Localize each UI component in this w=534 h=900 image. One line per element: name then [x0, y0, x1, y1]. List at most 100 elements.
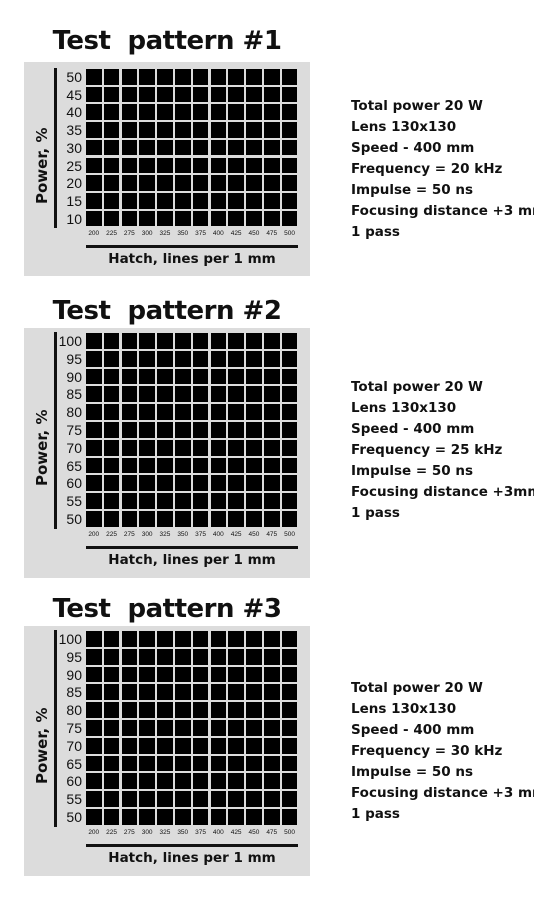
test-square	[103, 386, 120, 403]
test-square	[228, 720, 244, 736]
test-square	[121, 791, 138, 807]
test-square	[139, 702, 155, 718]
test-square	[103, 86, 120, 103]
test-square	[228, 457, 244, 474]
test-square	[86, 511, 102, 527]
test-square	[192, 809, 209, 825]
test-square	[210, 475, 227, 492]
test-square	[121, 493, 138, 509]
test-square	[157, 791, 173, 807]
test-square	[157, 737, 173, 754]
test-square	[175, 86, 191, 103]
test-square	[139, 809, 155, 825]
test-square	[103, 439, 120, 456]
test-square	[86, 139, 102, 156]
hatch-tick-label: 350	[177, 828, 189, 836]
test-square	[246, 333, 262, 349]
power-tick-label: 100	[58, 631, 82, 647]
test-square	[210, 139, 227, 156]
test-square	[157, 511, 173, 527]
test-square	[228, 439, 244, 456]
hatch-tick-label: 275	[123, 230, 135, 238]
test-square	[103, 350, 120, 367]
power-tick-label: 90	[66, 368, 82, 385]
test-square	[175, 368, 191, 385]
parameter-line: Lens 130x130	[351, 400, 457, 416]
test-square	[175, 737, 191, 754]
test-square	[264, 511, 280, 527]
test-square	[264, 648, 280, 665]
hatch-tick-label: 375	[195, 530, 206, 538]
test-square	[228, 631, 244, 647]
test-square	[192, 755, 209, 772]
pattern-title: Test pattern #1	[52, 26, 282, 56]
test-square	[264, 210, 280, 227]
test-square	[139, 755, 155, 772]
test-square	[103, 69, 120, 85]
test-square	[139, 333, 155, 349]
test-square	[281, 737, 298, 754]
y-axis-label: Power, %	[33, 127, 51, 204]
hatch-tick-label: 425	[230, 230, 242, 238]
test-square	[281, 422, 298, 438]
test-square	[103, 737, 120, 754]
test-square	[103, 422, 120, 438]
test-square	[228, 368, 244, 385]
test-square	[103, 809, 120, 825]
test-square	[210, 86, 227, 103]
test-square	[121, 422, 138, 438]
test-square	[121, 69, 138, 85]
test-square	[281, 157, 298, 174]
test-square	[86, 457, 102, 474]
test-square	[264, 439, 280, 456]
test-square	[175, 702, 191, 718]
test-square	[139, 157, 155, 174]
test-square	[210, 422, 227, 438]
test-square	[103, 175, 120, 191]
hatch-tick-label: 500	[284, 828, 295, 836]
test-square	[175, 773, 191, 790]
test-square	[139, 386, 155, 403]
test-square	[210, 684, 227, 701]
test-square	[228, 666, 244, 683]
test-square	[228, 493, 244, 509]
test-square	[264, 475, 280, 492]
test-square	[246, 368, 262, 385]
test-square	[246, 86, 262, 103]
test-square	[86, 737, 102, 754]
test-square	[246, 69, 262, 85]
test-square	[192, 386, 209, 403]
test-square	[192, 475, 209, 492]
test-square	[192, 720, 209, 736]
test-square	[139, 104, 155, 121]
x-axis-label: Hatch, lines per 1 mm	[108, 849, 276, 866]
test-square	[139, 648, 155, 665]
parameter-line: 1 pass	[351, 505, 400, 521]
test-square	[264, 737, 280, 754]
parameter-line: Frequency = 25 kHz	[351, 442, 503, 458]
power-tick-label: 55	[66, 493, 82, 510]
power-tick-label: 50	[66, 809, 82, 825]
test-square	[103, 684, 120, 701]
test-square	[86, 439, 102, 456]
test-square	[246, 210, 262, 227]
test-square	[192, 333, 209, 349]
y-axis-bar	[54, 630, 57, 827]
test-square	[103, 511, 120, 527]
test-square	[175, 175, 191, 191]
power-tick-label: 95	[66, 350, 82, 367]
test-square	[210, 648, 227, 665]
test-square	[210, 210, 227, 227]
hatch-tick-label: 450	[248, 530, 260, 538]
parameter-line: Impulse = 50 ns	[351, 463, 474, 479]
test-square	[281, 139, 298, 156]
test-square	[139, 86, 155, 103]
test-square	[281, 493, 298, 509]
test-square	[139, 493, 155, 509]
y-axis-bar	[54, 68, 57, 229]
test-square	[121, 457, 138, 474]
test-square	[192, 791, 209, 807]
test-square	[103, 122, 120, 138]
test-square	[139, 439, 155, 456]
test-square	[264, 755, 280, 772]
